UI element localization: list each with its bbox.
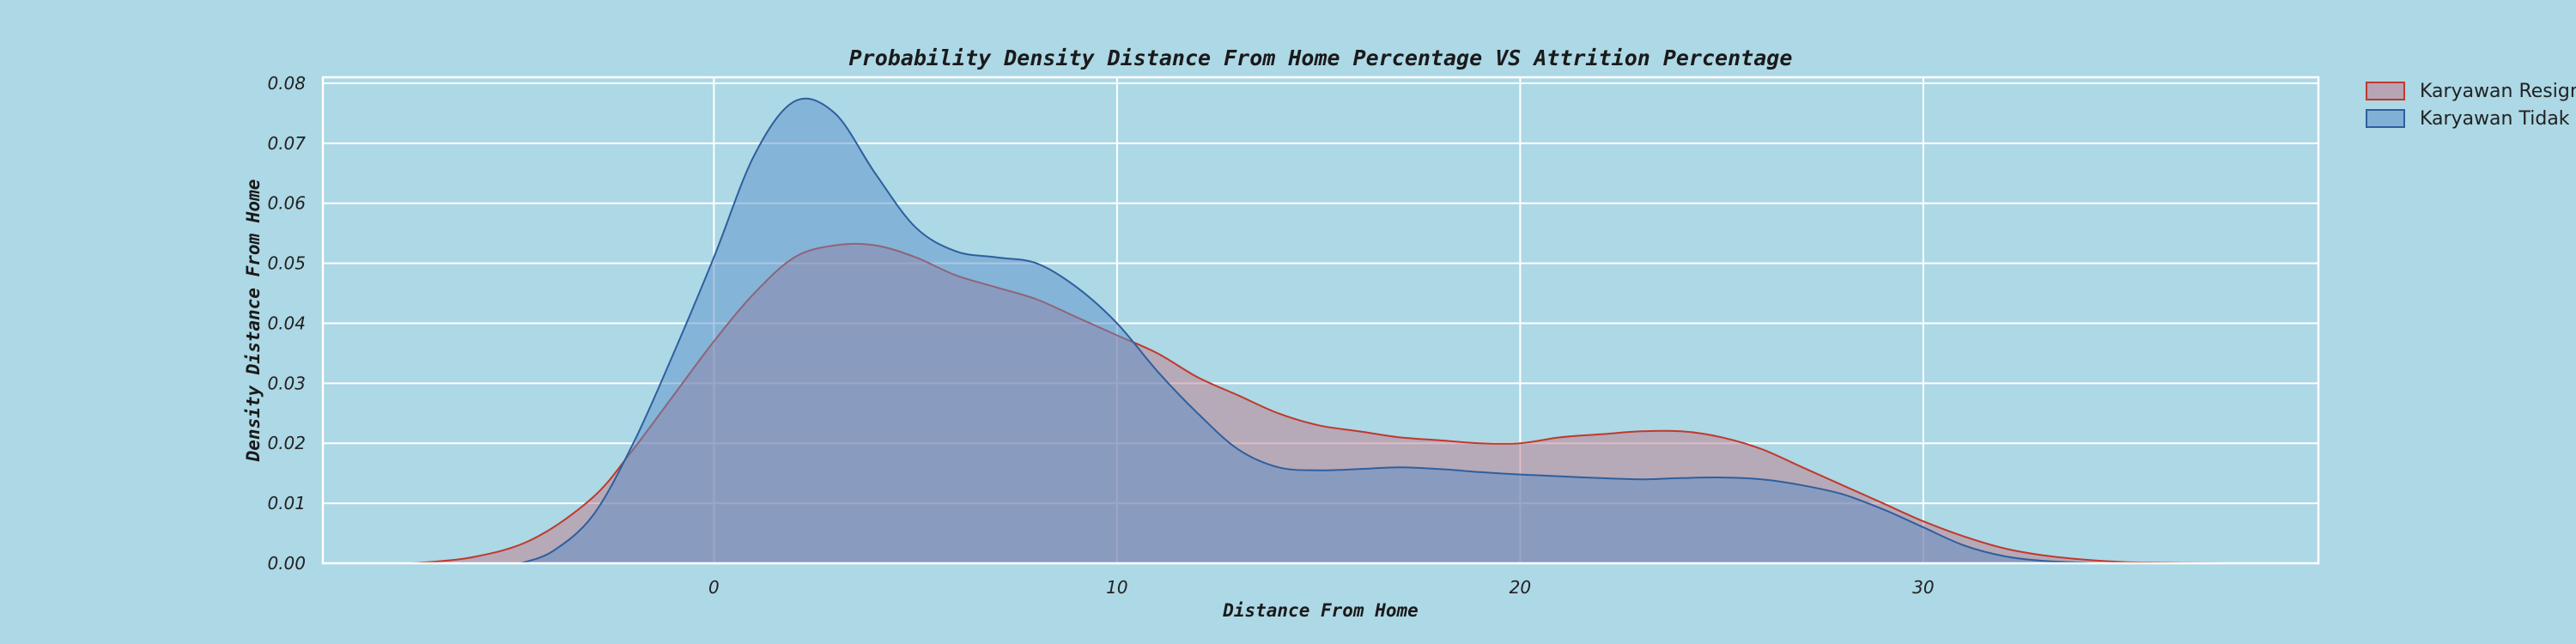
- density-areas: [411, 97, 2227, 564]
- y-tick-label: 0.03: [267, 373, 306, 393]
- x-tick-label: 30: [1912, 577, 1934, 598]
- x-tick-label: 20: [1510, 577, 1531, 598]
- x-tick-labels: 0 10 20 30: [708, 577, 1935, 598]
- legend-swatch-resign: [2366, 82, 2405, 100]
- legend-swatch-not-resign: [2366, 109, 2405, 128]
- y-tick-label: 0.07: [267, 133, 306, 154]
- legend-label-resign: Karyawan Resign: [2420, 81, 2576, 102]
- y-tick-labels: 0.00 0.01 0.02 0.03 0.04 0.05 0.06 0.07 0.08: [267, 73, 306, 574]
- legend: Karyawan Resign Karyawan Tidak Resign: [2366, 81, 2576, 130]
- density-area-not-resign: [520, 98, 2105, 563]
- x-axis-label: Distance From Home: [1222, 600, 1419, 621]
- y-tick-label: 0.01: [267, 493, 306, 513]
- plot-frame: [321, 76, 2320, 565]
- y-tick-label: 0.02: [267, 433, 306, 453]
- y-tick-label: 0.08: [267, 73, 306, 94]
- x-tick-label: 0: [708, 577, 720, 598]
- y-tick-label: 0.00: [267, 553, 306, 574]
- density-line-not-resign: [519, 97, 2105, 564]
- y-tick-label: 0.05: [267, 253, 306, 274]
- chart-title: Probability Density Distance From Home P…: [849, 46, 1793, 70]
- x-tick-label: 10: [1106, 577, 1127, 598]
- y-axis-label: Density Distance From Home: [243, 179, 264, 463]
- y-tick-label: 0.06: [267, 193, 306, 214]
- legend-label-not-resign: Karyawan Tidak Resign: [2420, 108, 2576, 130]
- y-tick-label: 0.04: [267, 313, 306, 333]
